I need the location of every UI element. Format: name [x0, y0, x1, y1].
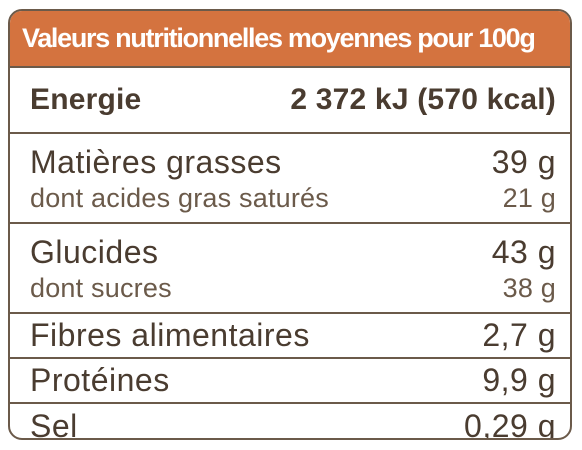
fats-value: 39 g — [491, 144, 556, 180]
energy-row: Energie 2 372 kJ (570 kcal) — [10, 68, 570, 134]
sugars-value: 38 g — [502, 273, 556, 303]
protein-label: Protéines — [30, 362, 170, 398]
carbs-value: 43 g — [491, 234, 556, 270]
fibre-row: Fibres alimentaires 2,7 g — [10, 314, 570, 359]
sugars-label: dont sucres — [30, 273, 172, 303]
carbs-row: Glucides 43 g dont sucres 38 g — [10, 224, 570, 314]
fats-label: Matières grasses — [30, 144, 282, 180]
nutrition-table: Valeurs nutritionnelles moyennes pour 10… — [8, 9, 572, 440]
salt-label: Sel — [30, 407, 78, 440]
protein-row: Protéines 9,9 g — [10, 359, 570, 404]
saturated-fats-value: 21 g — [502, 183, 556, 213]
protein-value: 9,9 g — [482, 362, 556, 398]
nutrition-table-title: Valeurs nutritionnelles moyennes pour 10… — [10, 11, 570, 68]
energy-label: Energie — [30, 83, 142, 116]
fibre-value: 2,7 g — [482, 317, 556, 353]
fats-row: Matières grasses 39 g dont acides gras s… — [10, 134, 570, 224]
carbs-label: Glucides — [30, 234, 159, 270]
salt-value: 0,29 g — [464, 407, 556, 440]
salt-row: Sel 0,29 g — [10, 404, 570, 440]
energy-value: 2 372 kJ (570 kcal) — [290, 83, 556, 116]
saturated-fats-label: dont acides gras saturés — [30, 183, 329, 213]
fibre-label: Fibres alimentaires — [30, 317, 310, 353]
